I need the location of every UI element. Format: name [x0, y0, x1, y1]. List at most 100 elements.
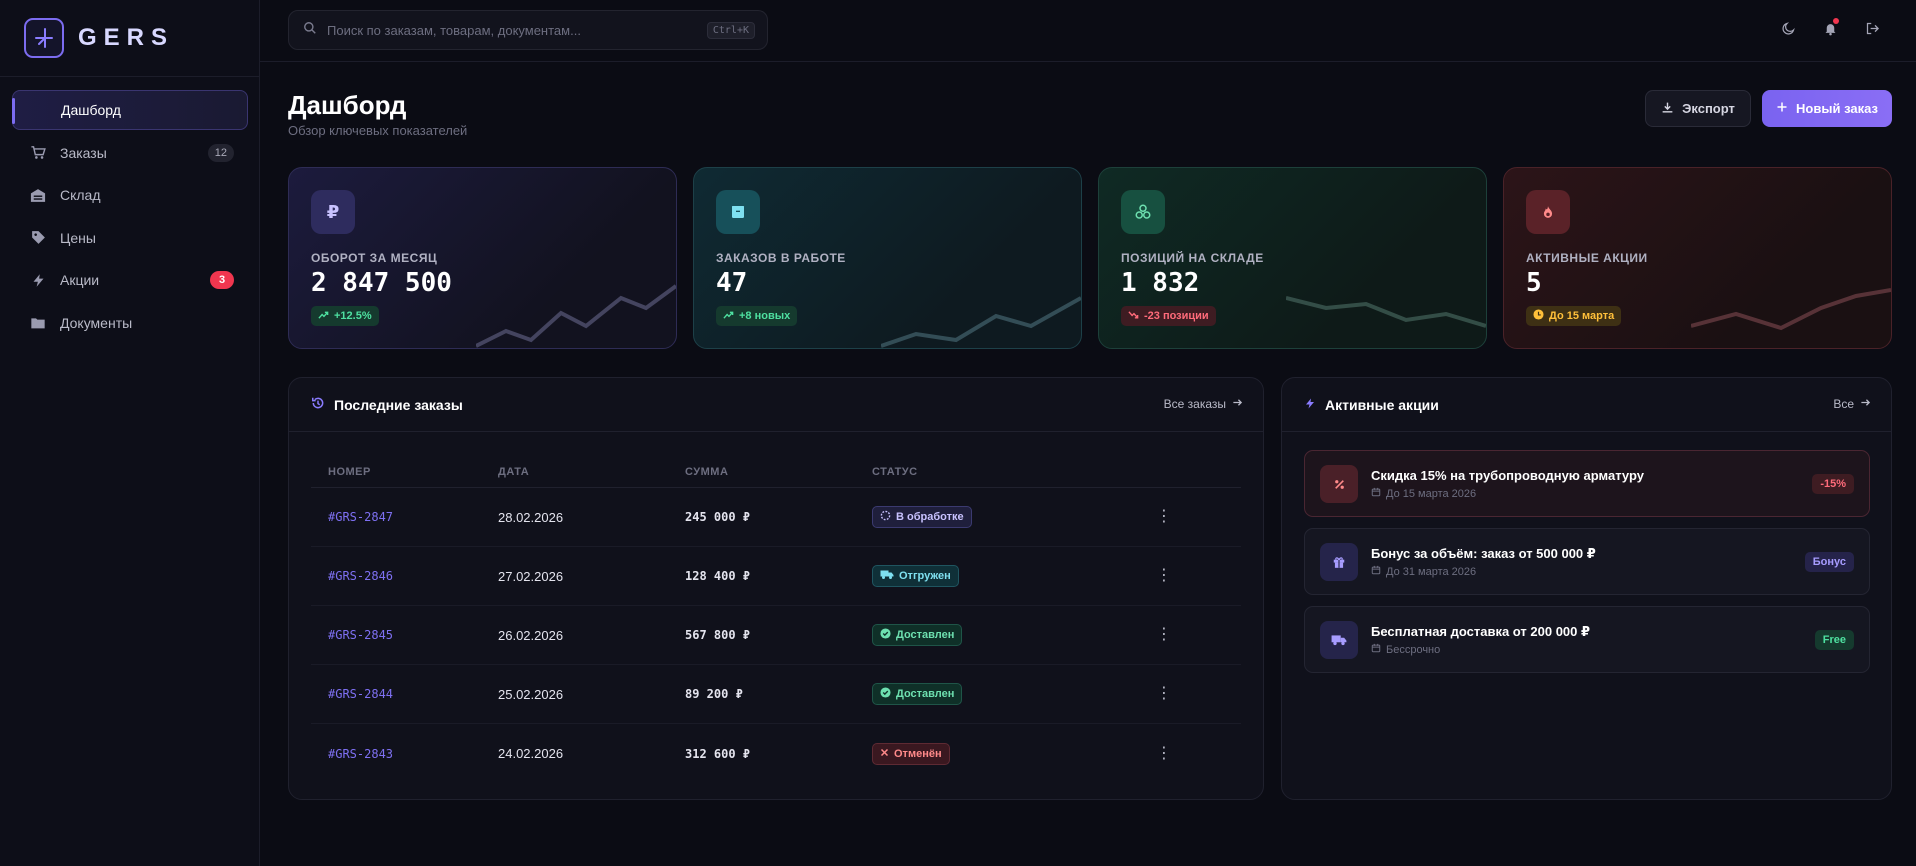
- panel-header: Активные акции Все: [1282, 378, 1891, 432]
- all-promotions-link[interactable]: Все: [1833, 397, 1871, 411]
- order-date: 24.02.2026: [498, 746, 564, 761]
- spinner-icon: [880, 510, 891, 524]
- bolt-icon: [28, 270, 48, 290]
- order-date: 25.02.2026: [498, 686, 564, 702]
- all-promotions-link-label: Все: [1833, 397, 1854, 411]
- order-date: 26.02.2026: [498, 627, 564, 643]
- status-text: Доставлен: [896, 688, 955, 700]
- promo-item[interactable]: Бонус за объём: заказ от 500 000 ₽ До 31…: [1304, 528, 1870, 595]
- sparkline-chart: [1286, 296, 1486, 328]
- search-box[interactable]: Ctrl+K: [288, 10, 768, 50]
- orders-table: НОМЕР ДАТА СУММА СТАТУС #GRS-2847 28.02.…: [311, 456, 1241, 783]
- stat-trend-text: -23 позиции: [1144, 310, 1209, 322]
- panel-title: Последние заказы: [311, 396, 463, 413]
- order-id-link[interactable]: #GRS-2843: [328, 746, 394, 761]
- box-icon: [716, 190, 760, 234]
- status-badge: Доставлен: [872, 683, 963, 705]
- sidebar-item-warehouse[interactable]: Склад: [12, 175, 248, 215]
- plus-icon: [1776, 101, 1788, 116]
- stat-trend-text: +12.5%: [334, 310, 372, 322]
- status-badge: В обработке: [872, 506, 972, 528]
- promo-title: Скидка 15% на трубопроводную арматуру: [1371, 468, 1644, 483]
- recent-orders-panel: Последние заказы Все заказы НОМЕР ДАТА С…: [288, 377, 1264, 800]
- stat-card-orders-in-progress[interactable]: ЗАКАЗОВ В РАБОТЕ 47 +8 новых: [693, 167, 1082, 349]
- promo-badge: -15%: [1812, 474, 1854, 494]
- table-row[interactable]: #GRS-2846 27.02.2026 128 400 ₽ Отгружен …: [311, 547, 1241, 606]
- order-sum: 245 000 ₽: [685, 510, 751, 524]
- row-menu-icon[interactable]: ⋮: [1156, 744, 1172, 762]
- sidebar-item-label: Дашборд: [61, 102, 121, 118]
- stat-deadline-badge: До 15 марта: [1526, 306, 1622, 326]
- stat-label: ПОЗИЦИЙ НА СКЛАДЕ: [1121, 251, 1264, 265]
- trend-down-icon: [1128, 310, 1139, 323]
- column-header-status: СТАТУС: [872, 465, 918, 478]
- stat-value: 47: [716, 268, 748, 298]
- table-row[interactable]: #GRS-2847 28.02.2026 245 000 ₽ В обработ…: [311, 488, 1241, 547]
- column-header-number: НОМЕР: [328, 465, 371, 478]
- order-sum: 89 200 ₽: [685, 687, 743, 701]
- promotions-count-badge: 3: [210, 271, 234, 289]
- row-menu-icon[interactable]: ⋮: [1156, 626, 1172, 643]
- sidebar-item-promotions[interactable]: Акции 3: [12, 260, 248, 300]
- stat-label: АКТИВНЫЕ АКЦИИ: [1526, 251, 1648, 265]
- status-badge: Отменён: [872, 742, 950, 765]
- all-orders-link[interactable]: Все заказы: [1164, 397, 1243, 411]
- panel-title: Активные акции: [1304, 396, 1439, 414]
- fire-icon: [1526, 190, 1570, 234]
- all-orders-link-label: Все заказы: [1163, 397, 1226, 411]
- column-header-date: ДАТА: [498, 465, 530, 478]
- promo-item[interactable]: Бесплатная доставка от 200 000 ₽ Бессроч…: [1304, 606, 1870, 673]
- column-header-sum: СУММА: [685, 465, 729, 478]
- panel-header: Последние заказы Все заказы: [289, 378, 1263, 432]
- row-menu-icon[interactable]: ⋮: [1156, 567, 1172, 584]
- order-id-link[interactable]: #GRS-2847: [328, 510, 394, 524]
- calendar-icon: [1371, 565, 1381, 578]
- row-menu-icon[interactable]: ⋮: [1156, 685, 1172, 702]
- table-row[interactable]: #GRS-2844 25.02.2026 89 200 ₽ Доставлен …: [311, 665, 1241, 724]
- table-row[interactable]: #GRS-2843 24.02.2026 312 600 ₽ Отменён ⋮: [311, 724, 1241, 783]
- stat-trend-badge: +12.5%: [311, 306, 379, 326]
- sidebar-item-label: Заказы: [60, 144, 107, 161]
- logo[interactable]: GERS: [24, 18, 174, 58]
- promo-deadline-text: Бессрочно: [1386, 643, 1441, 656]
- sidebar-item-documents[interactable]: Документы: [12, 303, 248, 343]
- ruble-icon: ₽: [311, 190, 355, 234]
- trend-up-icon: [723, 310, 734, 323]
- bolt-icon: [1304, 396, 1316, 414]
- stat-label: ОБОРОТ ЗА МЕСЯЦ: [311, 251, 438, 265]
- new-order-button[interactable]: Новый заказ: [1762, 90, 1892, 127]
- promo-deadline-text: До 15 марта 2026: [1386, 487, 1477, 500]
- order-date: 28.02.2026: [498, 509, 564, 525]
- stat-card-revenue[interactable]: ₽ ОБОРОТ ЗА МЕСЯЦ 2 847 500 +12.5%: [288, 167, 677, 349]
- order-id-link[interactable]: #GRS-2844: [328, 687, 394, 701]
- order-sum: 128 400 ₽: [685, 569, 751, 583]
- sidebar-item-prices[interactable]: Цены: [12, 218, 248, 258]
- moon-icon[interactable]: [1778, 18, 1798, 38]
- export-button[interactable]: Экспорт: [1645, 90, 1751, 127]
- bell-icon[interactable]: [1820, 18, 1840, 38]
- warehouse-icon: [28, 185, 48, 205]
- table-row[interactable]: #GRS-2845 26.02.2026 567 800 ₽ Доставлен…: [311, 606, 1241, 665]
- logo-icon: [24, 18, 64, 58]
- status-text: Доставлен: [896, 629, 955, 641]
- sidebar-item-label: Цены: [60, 229, 96, 246]
- stat-card-active-promotions[interactable]: АКТИВНЫЕ АКЦИИ 5 До 15 марта: [1503, 167, 1892, 349]
- search-input[interactable]: [327, 22, 707, 38]
- status-badge: Доставлен: [872, 624, 963, 646]
- logout-icon[interactable]: [1862, 18, 1882, 38]
- order-id-link[interactable]: #GRS-2845: [328, 628, 394, 642]
- order-date: 27.02.2026: [498, 568, 564, 584]
- sidebar-item-label: Склад: [60, 187, 101, 203]
- sidebar-item-orders[interactable]: Заказы 12: [12, 133, 248, 173]
- sidebar-item-label: Акции: [60, 272, 100, 288]
- sparkline-chart: [1691, 288, 1891, 331]
- sidebar-item-dashboard[interactable]: Дашборд: [12, 90, 248, 130]
- stat-card-warehouse-positions[interactable]: ПОЗИЦИЙ НА СКЛАДЕ 1 832 -23 позиции: [1098, 167, 1487, 349]
- promo-item[interactable]: Скидка 15% на трубопроводную арматуру До…: [1304, 450, 1870, 517]
- stat-label: ЗАКАЗОВ В РАБОТЕ: [716, 251, 846, 265]
- arrow-right-icon: [1860, 397, 1871, 411]
- row-menu-icon[interactable]: ⋮: [1156, 508, 1172, 525]
- order-id-link[interactable]: #GRS-2846: [328, 569, 394, 583]
- panel-title-text: Активные акции: [1325, 397, 1439, 413]
- cubes-icon: [1121, 190, 1165, 234]
